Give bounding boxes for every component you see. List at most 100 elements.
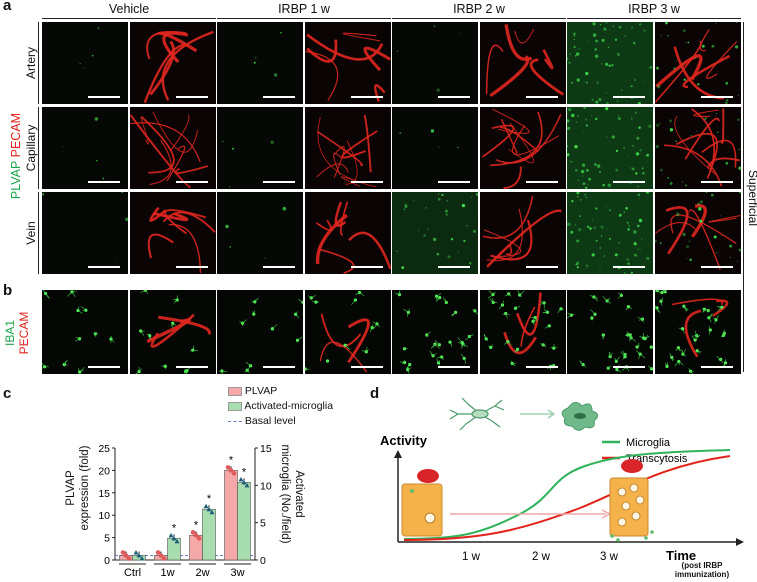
- scale-bar: [613, 181, 645, 183]
- data-point: [190, 530, 196, 535]
- panel-d-xtick-2: 2 w: [532, 551, 551, 563]
- vesicles-right-icon: [617, 483, 645, 527]
- panel-d-letter: d: [370, 385, 380, 402]
- panel-d-x-sublabel: (post IRBP immunization): [674, 561, 730, 579]
- panel-d-x-label: Time: [666, 548, 696, 563]
- panel-b-stain-red: PECAM: [17, 311, 31, 355]
- iba1-micrograph: [392, 290, 478, 374]
- plvap-pecam-merge-micrograph: [480, 107, 566, 189]
- iba1-pecam-merge-micrograph: [130, 290, 216, 374]
- legend-plvap: PLVAP: [228, 384, 333, 399]
- scale-bar: [701, 266, 733, 268]
- legend-basal-label: Basal level: [244, 415, 296, 427]
- significance-star: *: [229, 454, 234, 466]
- column-header: IRBP 2 w: [453, 2, 505, 16]
- x-tick-label: 3w: [230, 567, 244, 579]
- plvap-micrograph: [42, 192, 128, 274]
- scale-bar: [438, 96, 470, 98]
- data-point: [238, 476, 244, 482]
- plvap-pecam-merge-micrograph: [655, 22, 741, 104]
- scale-bar: [88, 181, 120, 183]
- column-header-rule: [567, 18, 741, 19]
- plvap-micrograph: [217, 192, 303, 274]
- data-point: [225, 465, 231, 470]
- plvap-micrograph: [42, 22, 128, 104]
- column-header: Vehicle: [108, 2, 150, 16]
- scale-bar: [176, 266, 208, 268]
- y-right-tick-label: 0: [260, 555, 266, 567]
- red-blood-cell-right-icon: [621, 459, 643, 473]
- plvap-micrograph: [217, 22, 303, 104]
- iba1-pecam-merge-micrograph: [480, 290, 566, 374]
- bar: [224, 470, 238, 561]
- scale-bar: [526, 366, 558, 368]
- data-point: [241, 479, 247, 485]
- plvap-pecam-merge-micrograph: [305, 107, 391, 189]
- y-left-tick-label: 5: [104, 533, 110, 545]
- significance-star: *: [207, 493, 212, 505]
- y-right-tick-label: 15: [260, 443, 272, 455]
- panel-a-stain-label: PLVAP PECAM: [9, 101, 25, 211]
- scale-bar: [438, 366, 470, 368]
- iba1-pecam-merge-micrograph: [655, 290, 741, 374]
- scale-bar: [613, 96, 645, 98]
- plvap-pecam-merge-micrograph: [480, 22, 566, 104]
- scale-bar: [526, 181, 558, 183]
- scale-bar: [88, 96, 120, 98]
- data-point: [139, 556, 145, 561]
- dot-left-icon: [410, 489, 414, 493]
- panel-a-stain-green: PLVAP: [9, 160, 23, 200]
- legend-plvap-label: PLVAP: [244, 385, 278, 397]
- y-left-tick-label: 0: [104, 555, 110, 567]
- plvap-micrograph: [392, 22, 478, 104]
- leak-dots-right-icon: [610, 530, 654, 542]
- data-point: [155, 550, 161, 555]
- panel-d-y-arrowhead-icon: [394, 450, 402, 458]
- transcytosis-curve: [403, 455, 731, 541]
- x-tick-label: Ctrl: [124, 567, 141, 579]
- panel-d-xtick-3: 3 w: [600, 551, 619, 563]
- iba1-micrograph: [42, 290, 128, 374]
- legend-transcytosis-text: Transcytosis: [626, 453, 688, 465]
- column-header: IRBP 3 w: [628, 2, 680, 16]
- y-left-tick-label: 20: [98, 465, 110, 477]
- scale-bar: [351, 266, 383, 268]
- data-point: [168, 532, 174, 538]
- scale-bar: [613, 266, 645, 268]
- scale-bar: [176, 181, 208, 183]
- endothelial-cell-left-icon: [401, 483, 443, 537]
- panel-d-xtick-1: 1 w: [462, 551, 481, 563]
- data-point: [193, 533, 199, 538]
- plvap-pecam-merge-micrograph: [305, 192, 391, 274]
- data-point: [196, 536, 202, 541]
- scale-bar: [351, 366, 383, 368]
- legend-microglia-label: Activated-microglia: [244, 400, 334, 412]
- panel-b-stain-label: IBA1 PECAM: [3, 293, 33, 373]
- scale-bar: [263, 366, 295, 368]
- scale-bar: [263, 96, 295, 98]
- data-point: [120, 550, 126, 555]
- y-left-tick-label: 15: [98, 488, 110, 500]
- scale-bar: [613, 366, 645, 368]
- data-point: [244, 482, 250, 488]
- panel-a-stain-red: PECAM: [9, 112, 23, 158]
- data-point: [161, 556, 167, 561]
- activation-arrowhead-icon: [547, 409, 556, 419]
- plvap-pecam-merge-micrograph: [480, 192, 566, 274]
- plvap-micrograph: [567, 192, 653, 274]
- scale-bar: [263, 266, 295, 268]
- red-blood-cell-left-icon: [417, 469, 439, 483]
- panel-c-letter: c: [3, 385, 12, 402]
- significance-star: *: [194, 519, 199, 531]
- panel-c-legend: PLVAP Activated-microglia Basal level: [228, 384, 333, 429]
- scale-bar: [351, 181, 383, 183]
- y-left-tick-label: 25: [98, 443, 110, 455]
- legend-basal: Basal level: [228, 414, 333, 429]
- column-header-rule: [392, 18, 566, 19]
- column-header-rule: [217, 18, 391, 19]
- significance-star: *: [172, 522, 177, 534]
- data-point: [203, 503, 209, 509]
- data-point: [133, 550, 139, 555]
- scale-bar: [88, 266, 120, 268]
- plvap-pecam-merge-micrograph: [305, 22, 391, 104]
